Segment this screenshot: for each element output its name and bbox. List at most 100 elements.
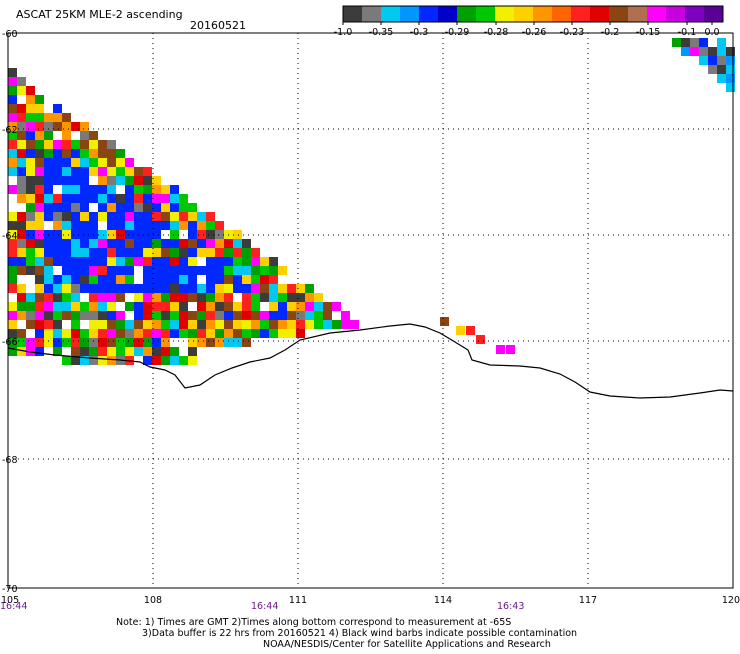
data-cell <box>80 257 89 266</box>
data-cell <box>71 311 80 320</box>
data-cell <box>179 284 188 293</box>
data-cell <box>44 203 53 212</box>
data-cell <box>8 311 17 320</box>
data-cell <box>80 176 89 185</box>
data-cell <box>71 212 80 221</box>
data-cell <box>53 230 62 239</box>
data-cell <box>8 230 17 239</box>
data-cell <box>152 338 161 347</box>
data-cell <box>717 74 726 83</box>
data-cell <box>98 347 107 356</box>
data-cell <box>71 284 80 293</box>
data-cell <box>17 113 26 122</box>
data-cell <box>26 122 35 131</box>
data-cell <box>26 266 35 275</box>
data-cell <box>233 230 242 239</box>
data-cell <box>152 248 161 257</box>
data-cell <box>179 239 188 248</box>
data-cell <box>44 248 53 257</box>
data-cell <box>134 338 143 347</box>
data-cell <box>116 194 125 203</box>
data-cell <box>152 239 161 248</box>
data-cell <box>53 167 62 176</box>
data-cell <box>269 266 278 275</box>
data-cell <box>170 266 179 275</box>
data-cell <box>35 275 44 284</box>
data-cell <box>251 302 260 311</box>
data-cell <box>170 239 179 248</box>
data-cell <box>71 203 80 212</box>
data-cell <box>35 338 44 347</box>
data-cell <box>224 338 233 347</box>
data-cell <box>53 140 62 149</box>
data-cell <box>17 104 26 113</box>
data-cell <box>8 266 17 275</box>
data-cell <box>188 311 197 320</box>
data-cell <box>179 257 188 266</box>
data-cell <box>98 356 107 365</box>
data-cell <box>62 113 71 122</box>
data-cell <box>35 131 44 140</box>
data-cell <box>314 302 323 311</box>
data-cell <box>62 338 71 347</box>
data-cell <box>53 149 62 158</box>
time-label: 16:44 <box>0 601 27 612</box>
data-cell <box>89 167 98 176</box>
data-cell <box>314 293 323 302</box>
data-cell <box>89 293 98 302</box>
data-cell <box>26 239 35 248</box>
data-cell <box>116 212 125 221</box>
data-cell <box>107 194 116 203</box>
data-cell <box>699 56 708 65</box>
data-cell <box>161 212 170 221</box>
data-cell <box>62 194 71 203</box>
data-cell <box>708 38 717 47</box>
data-cell <box>26 221 35 230</box>
colorbar-swatch <box>552 6 572 22</box>
latitude-label: -66 <box>2 337 18 348</box>
colorbar-swatch <box>514 6 534 22</box>
data-cell <box>35 347 44 356</box>
data-cell <box>125 239 134 248</box>
data-cell <box>161 311 170 320</box>
data-cell <box>170 230 179 239</box>
data-cell <box>152 221 161 230</box>
data-cell <box>8 347 17 356</box>
data-cell <box>35 122 44 131</box>
data-cell <box>332 302 341 311</box>
data-cell <box>107 185 116 194</box>
data-cell <box>107 302 116 311</box>
data-cell <box>269 284 278 293</box>
data-cell <box>71 320 80 329</box>
data-cell <box>35 194 44 203</box>
longitude-label: 111 <box>289 595 307 606</box>
data-cell <box>35 158 44 167</box>
data-cell <box>278 293 287 302</box>
data-cell <box>98 230 107 239</box>
data-cell <box>35 293 44 302</box>
data-cell <box>161 302 170 311</box>
data-cell <box>206 302 215 311</box>
data-cell <box>672 38 681 47</box>
data-cell <box>242 311 251 320</box>
data-cell <box>143 293 152 302</box>
data-cell <box>8 140 17 149</box>
data-cell <box>188 239 197 248</box>
data-cell <box>726 47 735 56</box>
colorbar-swatch <box>419 6 439 22</box>
data-cell <box>80 266 89 275</box>
data-cell <box>323 311 332 320</box>
data-cell <box>690 47 699 56</box>
data-cell <box>35 302 44 311</box>
data-cell <box>143 194 152 203</box>
data-cell <box>89 311 98 320</box>
data-cell <box>125 248 134 257</box>
data-cell <box>152 293 161 302</box>
data-cell <box>17 284 26 293</box>
data-cell <box>179 302 188 311</box>
data-cell <box>98 311 107 320</box>
data-cell <box>17 257 26 266</box>
data-cell <box>287 311 296 320</box>
data-cell <box>332 320 341 329</box>
data-cell <box>197 230 206 239</box>
